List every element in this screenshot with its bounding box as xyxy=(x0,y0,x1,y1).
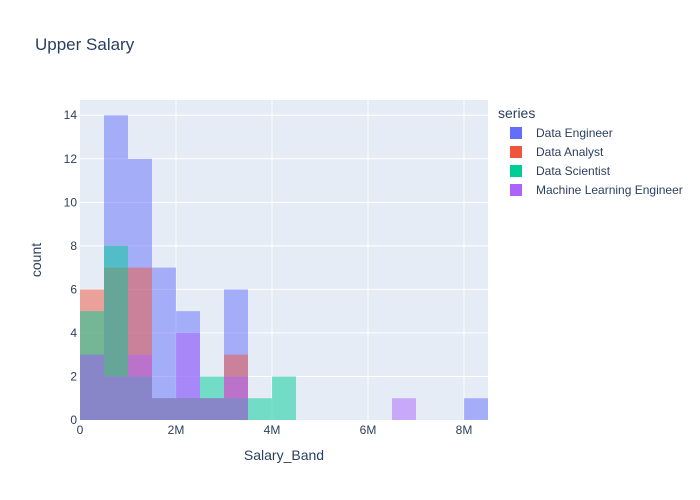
y-axis-label: count xyxy=(28,243,44,277)
legend: series Data Engineer Data Analyst Data Sci… xyxy=(498,105,683,197)
y-tick-label: 4 xyxy=(70,326,77,340)
legend-title: series xyxy=(498,105,535,121)
x-tick-label: 0 xyxy=(77,423,84,437)
y-tick-label: 6 xyxy=(70,282,77,296)
bar-machine-learning-engineer xyxy=(152,398,176,420)
x-tick-label: 4M xyxy=(264,423,281,437)
bar-machine-learning-engineer xyxy=(392,398,416,420)
bar-data-scientist xyxy=(248,398,272,420)
y-tick-label: 12 xyxy=(64,152,78,166)
chart-title: Upper Salary xyxy=(35,35,135,54)
y-axis-ticks: 0 2 4 6 8 10 12 14 xyxy=(64,108,78,427)
bar-data-scientist xyxy=(272,376,296,420)
x-tick-label: 2M xyxy=(168,423,185,437)
x-axis-label: Salary_Band xyxy=(244,447,324,463)
legend-entry: Data Analyst xyxy=(536,145,604,159)
y-tick-label: 0 xyxy=(70,413,77,427)
legend-entry: Data Engineer xyxy=(536,126,613,140)
y-tick-label: 8 xyxy=(70,239,77,253)
y-tick-label: 14 xyxy=(64,108,78,122)
legend-swatch xyxy=(510,184,522,196)
bar-machine-learning-engineer xyxy=(104,376,128,420)
bar-machine-learning-engineer xyxy=(200,398,224,420)
legend-swatch xyxy=(510,165,522,177)
bar-data-engineer xyxy=(152,267,176,420)
y-tick-label: 2 xyxy=(70,369,77,383)
legend-swatch xyxy=(510,146,522,158)
bar-data-engineer xyxy=(464,398,488,420)
legend-entry: Data Scientist xyxy=(536,164,611,178)
histogram-bars xyxy=(80,115,488,420)
y-tick-label: 10 xyxy=(64,195,78,209)
bar-machine-learning-engineer xyxy=(176,332,200,420)
x-tick-label: 8M xyxy=(456,423,473,437)
x-axis-ticks: 0 2M 4M 6M 8M xyxy=(77,423,473,437)
bar-machine-learning-engineer xyxy=(80,354,104,420)
bar-machine-learning-engineer xyxy=(128,354,152,420)
legend-entry: Machine Learning Engineer xyxy=(536,183,683,197)
x-tick-label: 6M xyxy=(360,423,377,437)
legend-swatch xyxy=(510,127,522,139)
bar-machine-learning-engineer xyxy=(224,376,248,420)
